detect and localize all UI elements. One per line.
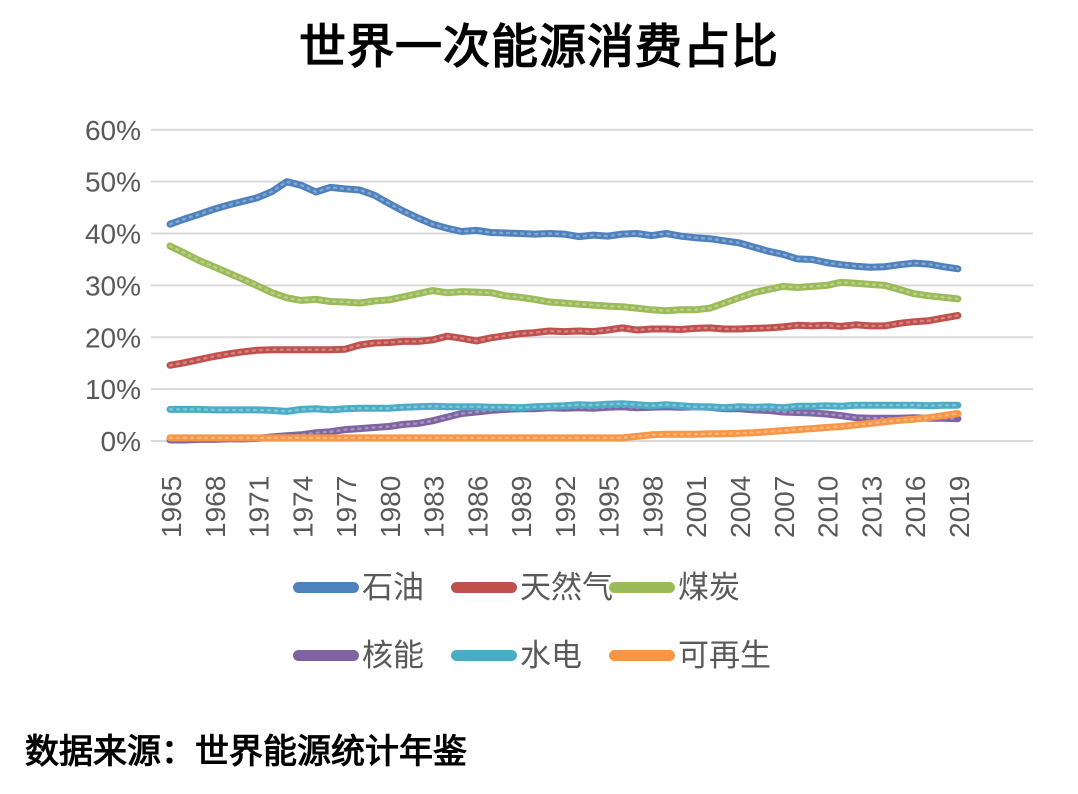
series-markers-hydro [168, 402, 960, 413]
x-axis-tick-label: 1965 [156, 476, 187, 538]
legend-label-oil: 石油 [362, 569, 424, 605]
x-axis-tick-label: 1968 [200, 476, 231, 538]
series-markers-oil [168, 180, 960, 270]
series-line-natural-gas [166, 312, 962, 369]
legend-swatch-oil [293, 581, 359, 593]
series-markers-renewables [168, 412, 960, 440]
x-axis-tick-label: 1998 [637, 476, 668, 538]
x-axis-tick-label: 2019 [944, 476, 975, 538]
series-line-renewables [166, 410, 962, 442]
legend-item-natural-gas: 天然气 [451, 568, 613, 606]
x-axis-tick-label: 2004 [725, 476, 756, 538]
legend-label-coal: 煤炭 [678, 569, 740, 605]
chart-legend: 石油 天然气 煤炭核能 水电 可再生 [293, 568, 779, 674]
series-markers-coal [168, 244, 960, 313]
x-axis-tick-label: 1992 [550, 476, 581, 538]
legend-item-renewables: 可再生 [609, 636, 779, 674]
series-line-coal [166, 242, 962, 315]
y-axis-tick-label: 20% [85, 322, 141, 353]
legend-label-renewables: 可再生 [678, 637, 771, 673]
y-axis-tick-label: 0% [101, 426, 141, 457]
y-axis-tick-label: 40% [85, 219, 141, 250]
series-markers-nuclear [168, 405, 960, 442]
y-axis-tick-label: 50% [85, 167, 141, 198]
legend-label-natural-gas: 天然气 [520, 569, 613, 605]
legend-item-oil: 石油 [293, 568, 451, 606]
series-line-oil [166, 178, 962, 273]
legend-label-nuclear: 核能 [362, 637, 424, 673]
y-axis-tick-label: 10% [85, 374, 141, 405]
legend-swatch-renewables [609, 649, 675, 661]
x-axis-tick-label: 1995 [594, 476, 625, 538]
legend-swatch-hydro [451, 649, 517, 661]
x-axis-tick-label: 2007 [769, 476, 800, 538]
x-axis-tick-label: 1989 [506, 476, 537, 538]
y-axis-tick-label: 30% [85, 270, 141, 301]
x-axis-tick-label: 2016 [900, 476, 931, 538]
legend-swatch-coal [609, 581, 675, 593]
x-axis-tick-label: 1977 [331, 476, 362, 538]
source-note: 数据来源：世界能源统计年鉴 [25, 733, 467, 771]
x-axis-tick-label: 2010 [813, 476, 844, 538]
legend-item-hydro: 水电 [451, 636, 609, 674]
legend-label-hydro: 水电 [520, 637, 582, 673]
x-axis-tick-label: 1986 [462, 476, 493, 538]
x-axis-tick-label: 1983 [419, 476, 450, 538]
y-axis-tick-label: 60% [85, 115, 141, 146]
plot-area: 60% 50% 40% 30% 20% 10% 0% 1965 1968 1971 1974 1977… [85, 115, 1033, 538]
x-axis-tick-label: 1971 [244, 476, 275, 538]
x-axis-tick-label: 2013 [856, 476, 887, 538]
legend-swatch-nuclear [293, 649, 359, 661]
x-axis-tick-label: 1974 [287, 476, 318, 538]
legend-swatch-natural-gas [451, 581, 517, 593]
series-line-hydro [166, 400, 962, 415]
x-axis-tick-label: 2001 [681, 476, 712, 538]
chart-title: 世界一次能源消费占比 [299, 20, 779, 73]
x-axis-tick-label: 1980 [375, 476, 406, 538]
legend-item-coal: 煤炭 [609, 568, 779, 606]
series-markers-natural-gas [168, 314, 960, 367]
legend-item-nuclear: 核能 [293, 636, 451, 674]
